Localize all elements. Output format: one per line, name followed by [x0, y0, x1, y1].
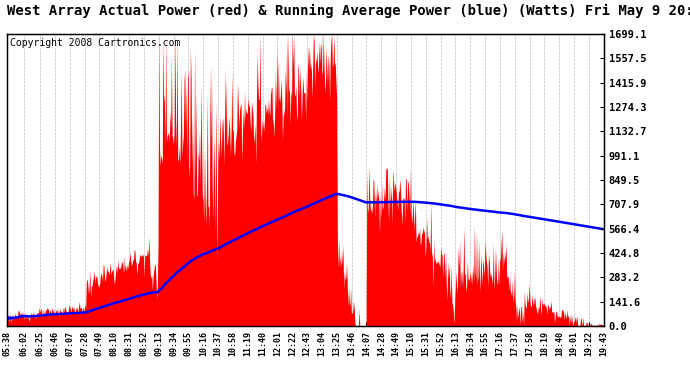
Text: West Array Actual Power (red) & Running Average Power (blue) (Watts) Fri May 9 2: West Array Actual Power (red) & Running …	[7, 4, 690, 18]
Text: Copyright 2008 Cartronics.com: Copyright 2008 Cartronics.com	[10, 38, 180, 48]
